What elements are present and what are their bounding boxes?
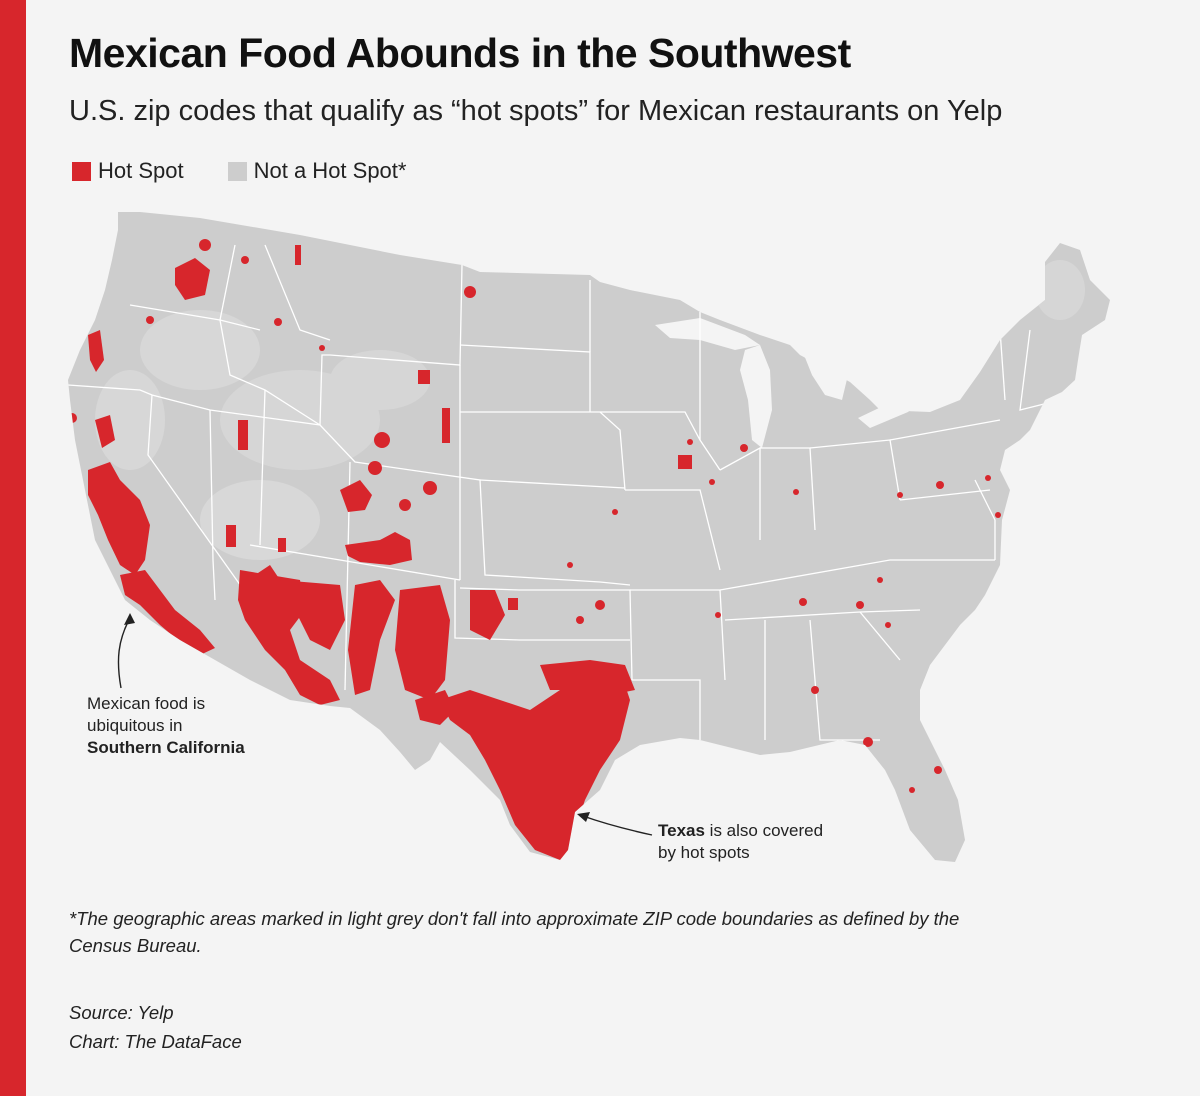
arrowheads [124,613,590,822]
legend-label-not-hot-spot: Not a Hot Spot* [253,158,407,183]
texas-annotation: Texas is also covered by hot spots [658,821,824,862]
california-annotation: Mexican food is ubiquitous in Southern C… [87,694,245,757]
terrain-texture [95,260,1085,560]
legend-item-hot-spot: Hot Spot [72,158,184,184]
hot-spot-regions [68,239,1001,860]
us-map [68,212,1110,862]
texas-arrow-line [582,815,653,836]
legend: Hot Spot Not a Hot Spot* [72,158,450,184]
california-arrow-line [117,617,131,689]
credit-text: Chart: The DataFace [69,1031,242,1052]
chart-subtitle: U.S. zip codes that qualify as “hot spot… [69,95,1003,127]
great-lakes [655,318,982,448]
texas-arrowhead [577,812,590,822]
source-text: Source: Yelp [69,1002,174,1023]
california-arrowhead [124,613,135,625]
source-credit: Source: Yelp Chart: The DataFace [69,998,242,1056]
hot-spot-swatch [72,161,91,181]
footnote: *The geographic areas marked in light gr… [69,908,960,956]
legend-label-hot-spot: Hot Spot [98,158,184,183]
not-hot-spot-swatch [227,161,247,181]
legend-item-not-hot-spot: Not a Hot Spot* [227,158,407,184]
chart-title: Mexican Food Abounds in the Southwest [69,30,851,76]
accent-bar [0,0,26,1096]
